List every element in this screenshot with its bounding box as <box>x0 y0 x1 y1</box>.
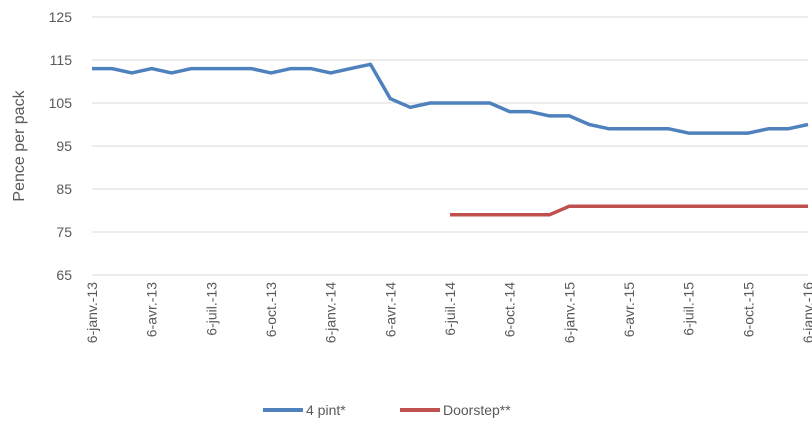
x-tick-label: 6-juil.-14 <box>442 282 458 336</box>
x-tick-label: 6-janv.-16 <box>800 282 812 343</box>
x-tick-label: 6-janv.-14 <box>323 282 339 343</box>
y-tick-label: 75 <box>56 224 72 240</box>
y-tick-label: 105 <box>49 95 73 111</box>
y-axis-label: Pence per pack <box>11 89 28 201</box>
x-tick-label: 6-juil.-15 <box>681 282 697 336</box>
x-tick-label: 6-janv.-13 <box>84 282 100 343</box>
y-tick-label: 95 <box>56 138 72 154</box>
y-tick-label: 85 <box>56 181 72 197</box>
legend-label: Doorstep** <box>443 402 511 418</box>
x-tick-label: 6-avr.-15 <box>621 282 637 337</box>
x-tick-label: 6-oct.-13 <box>263 282 279 337</box>
x-tick-label: 6-janv.-15 <box>561 282 577 343</box>
y-tick-label: 125 <box>49 9 73 25</box>
x-tick-label: 6-oct.-15 <box>740 282 756 337</box>
x-tick-label: 6-avr.-13 <box>144 282 160 337</box>
line-series <box>450 204 808 217</box>
x-tick-label: 6-avr.-14 <box>382 282 398 337</box>
y-tick-label: 65 <box>56 267 72 283</box>
line-series <box>92 62 809 135</box>
x-tick-label: 6-oct.-14 <box>502 282 518 337</box>
legend-label: 4 pint* <box>306 402 346 418</box>
y-tick-label: 115 <box>50 52 73 68</box>
x-tick-label: 6-juil.-13 <box>203 282 219 336</box>
